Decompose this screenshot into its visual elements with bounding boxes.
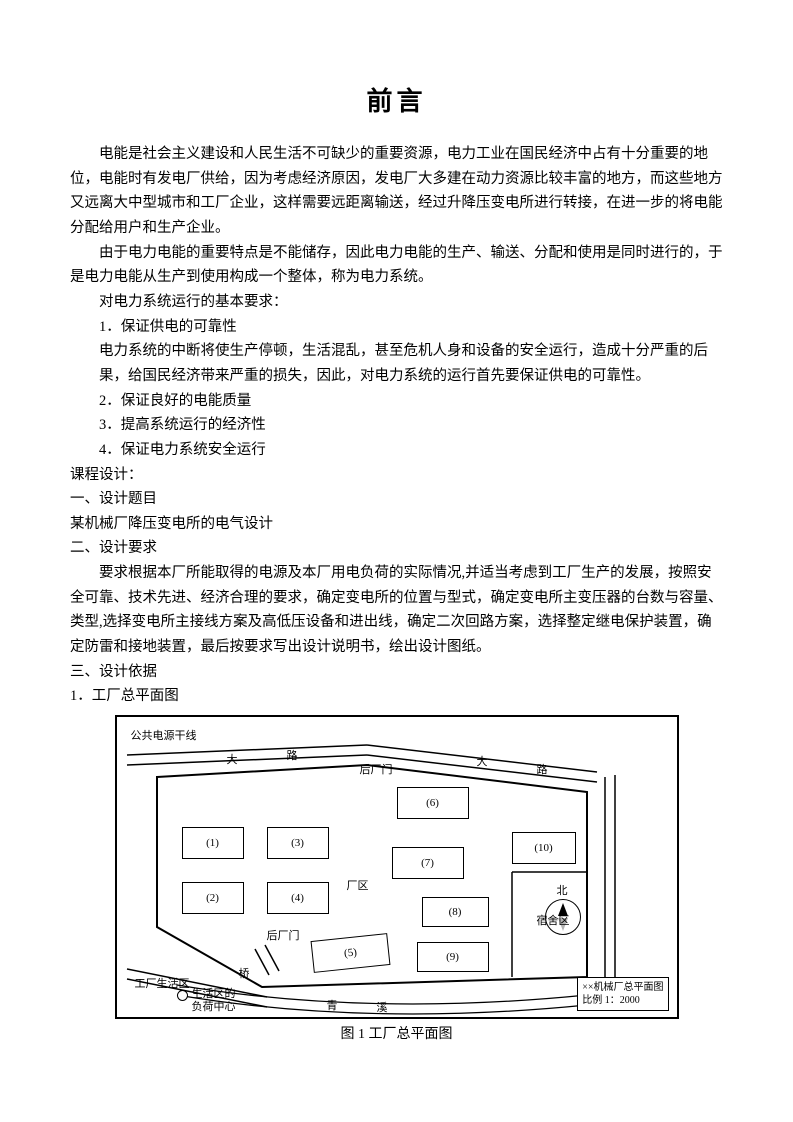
building-2: (2) [182,882,244,914]
label-factory-area: 厂区 [347,877,369,896]
label-gate-top: 后厂门 [360,761,393,780]
label-north: 北 [557,882,568,901]
building-7: (7) [392,847,464,879]
requirements-intro: 对电力系统运行的基本要求： [70,290,723,315]
label-bridge: 桥 [239,965,250,984]
figure-legend-box: ××机械厂总平面图 比例 1：2000 [577,977,668,1011]
paragraph-1: 电能是社会主义建设和人民生活不可缺少的重要资源，电力工业在国民经济中占有十分重要… [70,142,723,241]
requirement-4: 4．保证电力系统安全运行 [70,438,723,463]
label-road-big-3: 大 [477,753,488,772]
building-1: (1) [182,827,244,859]
figure-caption: 图 1 工厂总平面图 [70,1023,723,1047]
label-road-big-4: 路 [537,761,548,780]
section-1-body: 某机械厂降压变电所的电气设计 [70,512,723,537]
section-2-heading: 二、设计要求 [70,536,723,561]
page-title: 前言 [70,80,723,124]
paragraph-2: 由于电力电能的重要特点是不能储存，因此电力电能的生产、输送、分配和使用是同时进行… [70,241,723,290]
label-road-big-2: 路 [287,747,298,766]
building-4: (4) [267,882,329,914]
legend-line-2: 比例 1：2000 [582,994,663,1007]
label-load-center-2: 负荷中心 [192,998,236,1017]
label-road-big-1: 大 [227,751,238,770]
factory-plan-figure: 公共电源干线 大 路 大 路 后厂门 厂区 宿舍区 北 后厂门 桥 工厂生活区 … [115,715,679,1019]
label-gate-left: 后厂门 [267,927,300,946]
building-9: (9) [417,942,489,972]
requirement-2: 2．保证良好的电能质量 [70,389,723,414]
label-river-1: 青 [327,997,338,1016]
section-3-item-1: 1．工厂总平面图 [70,684,723,709]
label-power-line: 公共电源干线 [131,727,197,746]
building-3: (3) [267,827,329,859]
section-2-body: 要求根据本厂所能取得的电源及本厂用电负荷的实际情况,并适当考虑到工厂生产的发展，… [70,561,723,660]
load-center-dot [177,990,188,1001]
compass-icon [545,899,581,935]
building-10: (10) [512,832,576,864]
legend-line-1: ××机械厂总平面图 [582,981,663,994]
requirement-1-desc: 电力系统的中断将使生产停顿，生活混乱，甚至危机人身和设备的安全运行，造成十分严重… [70,339,723,388]
section-1-heading: 一、设计题目 [70,487,723,512]
section-3-heading: 三、设计依据 [70,660,723,685]
requirement-3: 3．提高系统运行的经济性 [70,413,723,438]
building-6: (6) [397,787,469,819]
building-8: (8) [422,897,489,927]
course-design-heading: 课程设计： [70,463,723,488]
label-river-2: 溪 [377,999,388,1018]
requirement-1: 1．保证供电的可靠性 [70,315,723,340]
